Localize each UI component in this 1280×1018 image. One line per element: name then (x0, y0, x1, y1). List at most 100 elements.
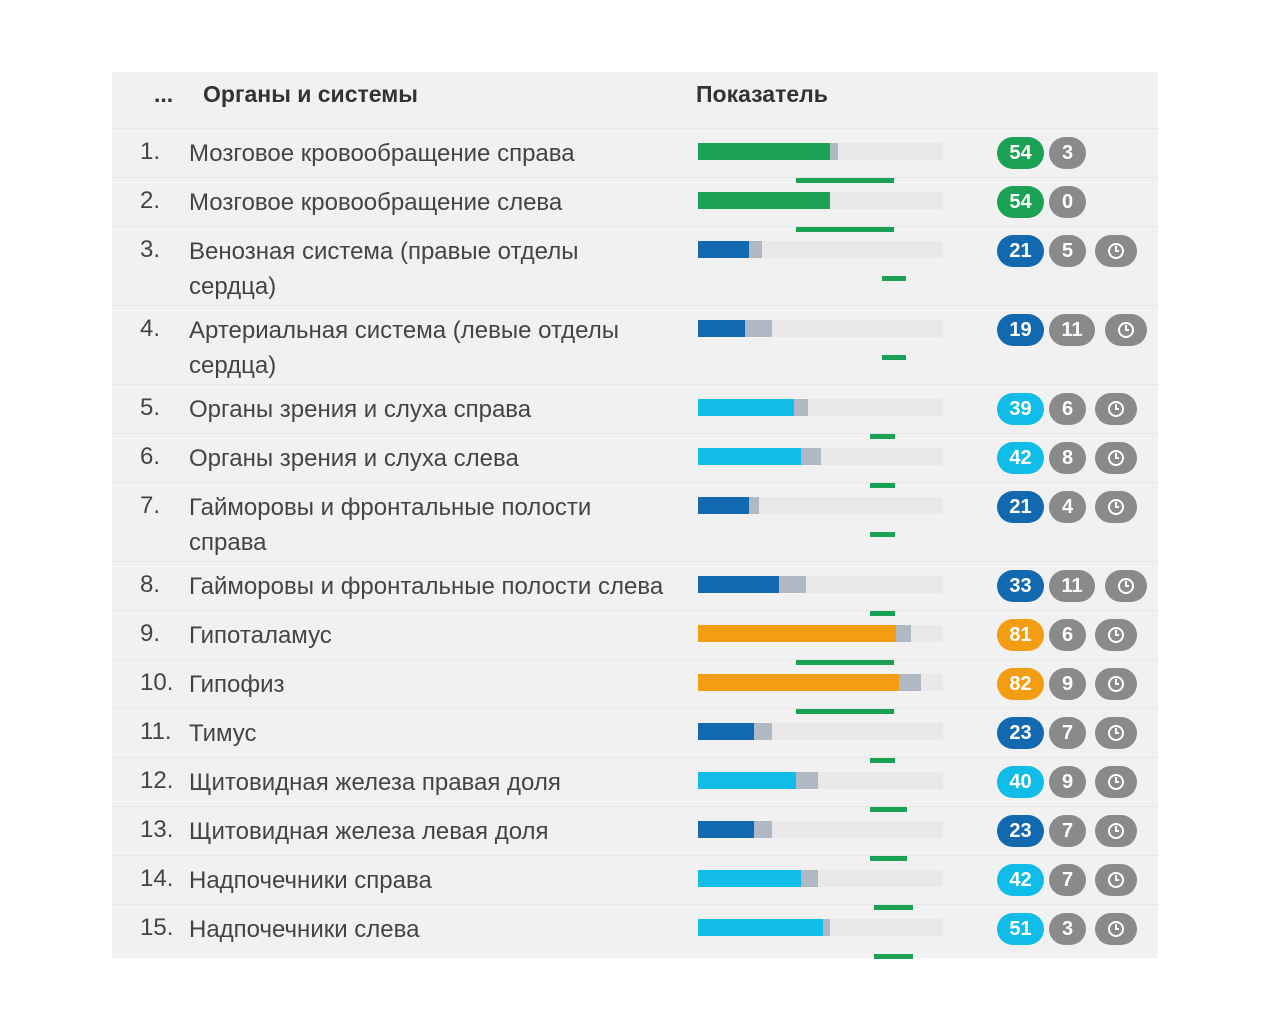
norm-range-marker (870, 611, 895, 616)
indicator-bar (698, 241, 943, 281)
organ-row[interactable]: 15. Надпочечники слева 51 3 (112, 904, 1158, 959)
organ-name: Гипофиз (189, 671, 285, 698)
gray-count-badge: 3 (1049, 913, 1086, 945)
norm-range-marker (874, 954, 913, 959)
indicator-fill (698, 497, 749, 514)
indicator-bar (698, 320, 943, 360)
indicator-bar (698, 723, 943, 763)
organ-name: Тимус (189, 720, 257, 747)
organ-row[interactable]: 6. Органы зрения и слуха слева 42 8 (112, 433, 1158, 488)
value-badge: 39 (997, 393, 1044, 425)
row-number: 12. (140, 767, 174, 794)
organ-name: Гайморовы и фронтальные полости слева (189, 573, 664, 600)
gray-count-badge: 11 (1049, 314, 1095, 346)
gray-count-badge: 9 (1049, 766, 1086, 798)
clock-icon[interactable] (1095, 766, 1137, 798)
indicator-bar (698, 448, 943, 488)
gray-count-badge: 5 (1049, 235, 1086, 267)
clock-icon[interactable] (1095, 619, 1137, 651)
clock-icon[interactable] (1095, 393, 1137, 425)
header-organs: Органы и системы (203, 81, 418, 107)
organ-row[interactable]: 3. Венозная система (правые отделы сердца… (112, 226, 1158, 305)
norm-range-marker (796, 660, 894, 665)
row-number: 11. (140, 718, 172, 745)
organ-row[interactable]: 7. Гайморовы и фронтальные полости справа… (112, 482, 1158, 561)
row-number: 8. (140, 571, 161, 598)
clock-icon[interactable] (1095, 717, 1137, 749)
indicator-fill (698, 241, 749, 258)
gray-count-badge: 6 (1049, 619, 1086, 651)
organ-row[interactable]: 1. Мозговое кровообращение справа 54 3 (112, 128, 1158, 183)
organ-name: Мозговое кровообращение слева (189, 189, 563, 216)
clock-icon[interactable] (1095, 235, 1137, 267)
indicator-fill (698, 723, 754, 740)
indicator-bar (698, 919, 943, 959)
organ-row[interactable]: 11. Тимус 23 7 (112, 708, 1158, 763)
row-number: 5. (140, 394, 161, 421)
indicator-fill (698, 870, 801, 887)
organ-name: Органы зрения и слуха справа (189, 396, 532, 423)
norm-range-marker (882, 355, 906, 360)
indicator-bar (698, 399, 943, 439)
organ-row[interactable]: 5. Органы зрения и слуха справа 39 6 (112, 384, 1158, 439)
clock-icon[interactable] (1095, 913, 1137, 945)
row-number: 1. (140, 138, 161, 165)
indicator-fill (698, 625, 896, 642)
organ-row[interactable]: 10. Гипофиз 82 9 (112, 659, 1158, 714)
header-index: ... (154, 81, 174, 107)
value-badge: 42 (997, 864, 1044, 896)
row-number: 3. (140, 236, 161, 263)
row-number: 9. (140, 620, 161, 647)
organ-row[interactable]: 13. Щитовидная железа левая доля 23 7 (112, 806, 1158, 861)
organ-name: Гайморовы и фронтальные полости справа (189, 494, 592, 556)
indicator-fill (698, 399, 794, 416)
clock-icon[interactable] (1095, 442, 1137, 474)
organ-row[interactable]: 8. Гайморовы и фронтальные полости слева 3… (112, 561, 1158, 616)
clock-icon[interactable] (1095, 491, 1137, 523)
norm-range-marker (882, 276, 906, 281)
indicator-fill (698, 320, 745, 337)
organ-row[interactable]: 4. Артериальная система (левые отделы сер… (112, 305, 1158, 384)
gray-count-badge: 7 (1049, 717, 1086, 749)
indicator-fill (698, 448, 801, 465)
clock-icon[interactable] (1095, 864, 1137, 896)
gray-count-badge: 0 (1049, 186, 1086, 218)
indicator-bar (698, 576, 943, 616)
clock-icon[interactable] (1095, 668, 1137, 700)
row-number: 10. (140, 669, 174, 696)
organ-row[interactable]: 12. Щитовидная железа правая доля 40 9 (112, 757, 1158, 812)
clock-icon[interactable] (1095, 815, 1137, 847)
clock-icon[interactable] (1105, 314, 1147, 346)
row-number: 4. (140, 315, 161, 342)
gray-count-badge: 9 (1049, 668, 1086, 700)
norm-range-marker (796, 227, 894, 232)
indicator-bar (698, 772, 943, 812)
indicator-fill (698, 192, 830, 209)
organ-row[interactable]: 14. Надпочечники справа 42 7 (112, 855, 1158, 910)
organ-indicator-panel: ... Органы и системы Показатель 1. Мозгов… (112, 72, 1158, 959)
clock-icon[interactable] (1105, 570, 1147, 602)
gray-count-badge: 11 (1049, 570, 1095, 602)
gray-count-badge: 6 (1049, 393, 1086, 425)
organ-name: Мозговое кровообращение справа (189, 140, 575, 167)
indicator-bar (698, 192, 943, 232)
gray-count-badge: 7 (1049, 815, 1086, 847)
norm-range-marker (870, 758, 895, 763)
row-number: 7. (140, 492, 161, 519)
norm-range-marker (870, 856, 907, 861)
gray-count-badge: 4 (1049, 491, 1086, 523)
row-number: 6. (140, 443, 161, 470)
value-badge: 81 (997, 619, 1044, 651)
value-badge: 21 (997, 235, 1044, 267)
gray-count-badge: 3 (1049, 137, 1086, 169)
value-badge: 19 (997, 314, 1044, 346)
organ-name: Надпочечники слева (189, 916, 420, 943)
indicator-bar (698, 870, 943, 910)
value-badge: 82 (997, 668, 1044, 700)
norm-range-marker (796, 709, 894, 714)
gray-count-badge: 7 (1049, 864, 1086, 896)
organ-row[interactable]: 9. Гипоталамус 81 6 (112, 610, 1158, 665)
organ-row[interactable]: 2. Мозговое кровообращение слева 54 0 (112, 177, 1158, 232)
organ-name: Надпочечники справа (189, 867, 432, 894)
indicator-fill (698, 576, 779, 593)
